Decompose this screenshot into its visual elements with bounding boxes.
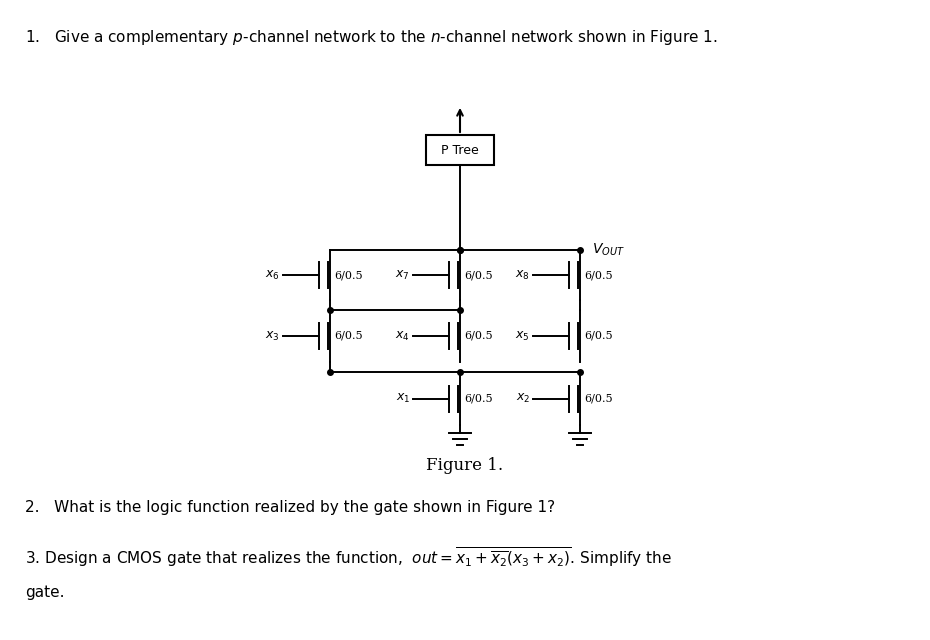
Text: $x_7$: $x_7$ <box>395 268 410 282</box>
Text: 6/0.5: 6/0.5 <box>584 394 613 403</box>
Text: 6/0.5: 6/0.5 <box>584 270 613 280</box>
Text: gate.: gate. <box>25 585 64 600</box>
Text: Figure 1.: Figure 1. <box>427 456 503 474</box>
Text: P Tree: P Tree <box>441 143 479 157</box>
Text: $x_6$: $x_6$ <box>265 268 280 282</box>
Text: 6/0.5: 6/0.5 <box>334 270 363 280</box>
Text: 2.   What is the logic function realized by the gate shown in Figure 1?: 2. What is the logic function realized b… <box>25 500 555 515</box>
Text: 6/0.5: 6/0.5 <box>584 331 613 341</box>
Text: 6/0.5: 6/0.5 <box>464 394 493 403</box>
Text: $x_1$: $x_1$ <box>395 392 410 405</box>
Text: $x_3$: $x_3$ <box>265 330 280 342</box>
Text: 1.   Give a complementary $p$-channel network to the $n$-channel network shown i: 1. Give a complementary $p$-channel netw… <box>25 28 718 47</box>
Text: $V_{OUT}$: $V_{OUT}$ <box>592 242 625 258</box>
Text: $x_5$: $x_5$ <box>515 330 530 342</box>
Text: 6/0.5: 6/0.5 <box>464 331 493 341</box>
Text: 6/0.5: 6/0.5 <box>334 331 363 341</box>
Text: $x_2$: $x_2$ <box>515 392 530 405</box>
Text: $x_4$: $x_4$ <box>395 330 410 342</box>
Text: 3. Design a CMOS gate that realizes the function,  $out = \overline{x_1 + \overl: 3. Design a CMOS gate that realizes the … <box>25 545 672 569</box>
Text: $x_8$: $x_8$ <box>515 268 530 282</box>
Text: 6/0.5: 6/0.5 <box>464 270 493 280</box>
